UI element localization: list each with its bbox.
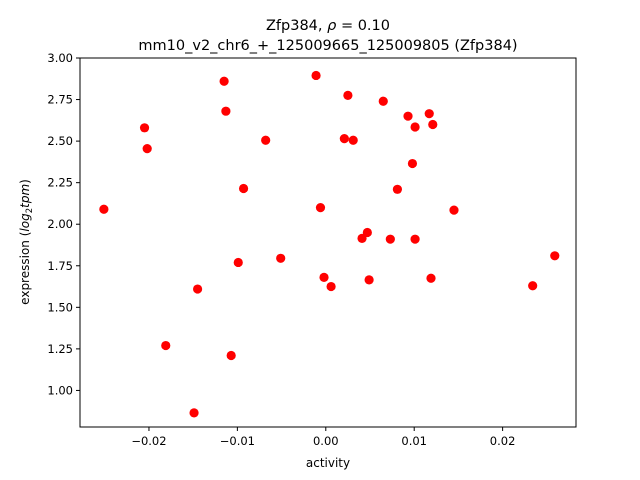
data-point [392, 184, 403, 194]
x-tick-label: 0.00 [313, 434, 339, 448]
data-point [226, 350, 236, 361]
data-point [139, 123, 150, 133]
y-tick-label: 1.00 [47, 383, 73, 397]
data-point [449, 205, 459, 215]
data-point [238, 183, 249, 194]
y-axis-ticks: 1.00 1.25 1.50 1.75 2.00 2.25 2.50 2.75 3.00 [47, 51, 80, 397]
plot-area-frame [79, 57, 577, 428]
data-point [428, 119, 438, 130]
data-point [348, 135, 358, 145]
data-points [99, 70, 560, 418]
data-point [142, 143, 152, 154]
data-point [407, 158, 418, 169]
y-tick-label: 2.75 [47, 93, 73, 107]
y-tick-label: 2.25 [47, 176, 73, 190]
data-point [276, 253, 286, 263]
data-point [426, 273, 436, 283]
y-tick-label: 1.75 [47, 259, 73, 273]
x-axis-ticks: −0.02 −0.01 0.00 0.01 0.02 [131, 427, 515, 448]
data-point [362, 227, 372, 238]
data-point [339, 134, 349, 144]
data-point [385, 234, 395, 244]
x-tick-label: 0.02 [490, 434, 516, 448]
data-point [528, 281, 538, 291]
x-tick-label: −0.01 [220, 434, 255, 448]
data-point [99, 204, 109, 214]
y-tick-label: 2.00 [47, 217, 73, 231]
data-point [233, 257, 243, 268]
data-point [326, 281, 336, 292]
data-point [189, 408, 199, 418]
y-tick-label: 3.00 [47, 51, 73, 65]
data-point [378, 96, 388, 106]
data-point [410, 234, 420, 244]
data-point [192, 284, 203, 294]
chart-subtitle: mm10_v2_chr6_+_125009665_125009805 (Zfp3… [138, 38, 517, 54]
y-tick-label: 1.25 [47, 342, 73, 356]
data-point [161, 340, 171, 351]
y-tick-label: 1.50 [47, 300, 73, 314]
x-tick-label: −0.02 [131, 434, 166, 448]
data-point [311, 70, 321, 81]
data-point [550, 251, 560, 261]
data-point [219, 76, 229, 86]
data-point [364, 275, 374, 285]
data-point [319, 272, 329, 283]
data-point [403, 111, 413, 121]
data-point [343, 90, 353, 100]
y-tick-label: 2.50 [47, 134, 73, 148]
chart-title: Zfp384, ρ = 0.10 [266, 18, 390, 34]
data-point [261, 135, 271, 145]
x-tick-label: 0.01 [401, 434, 427, 448]
data-point [221, 106, 231, 116]
data-point [410, 122, 420, 132]
data-point [315, 202, 326, 213]
x-axis-label: activity [306, 456, 350, 470]
data-point [357, 233, 367, 243]
data-point [424, 109, 434, 119]
y-axis-label: expression (log2tpm) [18, 179, 35, 305]
